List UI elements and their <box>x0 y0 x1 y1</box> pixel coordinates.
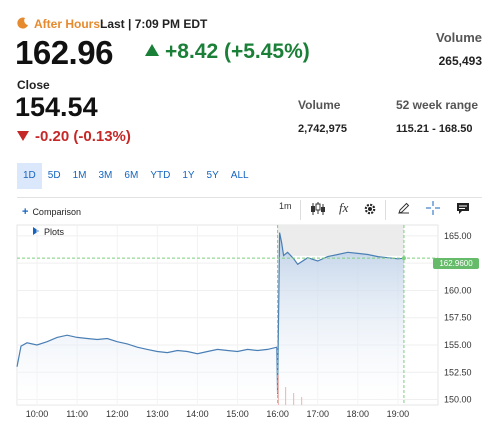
volume-value: 2,742,975 <box>298 123 347 135</box>
gear-icon[interactable] <box>364 203 376 215</box>
range-6m[interactable]: 6M <box>124 170 139 181</box>
price-line <box>16 232 404 395</box>
plots-label: Plots <box>44 227 65 237</box>
pencil-icon[interactable] <box>397 202 410 215</box>
y-tick-label: 150.00 <box>444 395 472 405</box>
candlestick-icon[interactable] <box>310 202 326 216</box>
after-hours-volume-value: 265,493 <box>438 54 482 68</box>
x-tick-label: 11:00 <box>66 409 88 419</box>
price-fill <box>17 232 404 405</box>
plots-toggle[interactable]: Plots <box>33 227 64 237</box>
crosshair-icon[interactable] <box>426 201 440 215</box>
comparison-label: Comparison <box>32 207 81 217</box>
after-hours-shading <box>277 225 404 256</box>
x-tick-label: 19:00 <box>387 409 410 419</box>
range-3m[interactable]: 3M <box>98 170 113 181</box>
close-label: Close <box>17 78 50 92</box>
range-1m[interactable]: 1M <box>72 170 87 181</box>
after-hours-volume-label: Volume <box>436 30 482 45</box>
after-hours-time: Last | 7:09 PM EDT <box>100 17 208 31</box>
toolbar-divider <box>17 197 482 198</box>
interval-selector[interactable]: 1m <box>279 201 292 211</box>
x-tick-label: 18:00 <box>347 409 370 419</box>
up-arrow-icon <box>145 44 159 56</box>
price-area <box>16 232 404 405</box>
range-ytd[interactable]: YTD <box>150 170 171 181</box>
moon-icon <box>17 17 28 29</box>
volume-label: Volume <box>298 98 341 112</box>
y-tick-label: 157.50 <box>444 313 472 323</box>
y-tick-label: 160.00 <box>444 285 472 295</box>
price-chart[interactable]: 165.00162.50160.00157.50155.00152.50150.… <box>0 220 500 437</box>
y-axis: 165.00162.50160.00157.50155.00152.50150.… <box>444 231 472 405</box>
comparison-button[interactable]: + Comparison <box>22 206 81 218</box>
after-hours-price: 162.96 <box>15 34 113 71</box>
y-tick-label: 152.50 <box>444 367 472 377</box>
session-guides <box>17 225 438 405</box>
close-change-value: -0.20 (-0.13%) <box>35 128 131 145</box>
down-arrow-icon <box>17 131 29 141</box>
x-tick-label: 16:00 <box>266 409 289 419</box>
after-hours-change-value: +8.42 (+5.45%) <box>165 40 310 63</box>
x-tick-label: 12:00 <box>106 409 129 419</box>
last-price-dot <box>401 256 406 261</box>
x-tick-label: 13:00 <box>146 409 169 419</box>
after-hours-band <box>277 225 404 256</box>
range-1d[interactable]: 1D <box>17 163 42 189</box>
plus-icon: + <box>22 206 29 218</box>
week-range-value: 115.21 - 168.50 <box>396 123 473 135</box>
toolbar-separator <box>300 200 301 220</box>
y-tick-label: 165.00 <box>444 231 472 241</box>
range-5d[interactable]: 5D <box>47 170 61 181</box>
last-price-tag: 162.9600 <box>433 258 479 269</box>
x-tick-label: 10:00 <box>26 409 49 419</box>
range-all[interactable]: ALL <box>230 170 249 181</box>
after-hours-change: +8.42 (+5.45%) <box>145 40 310 64</box>
close-change: -0.20 (-0.13%) <box>17 128 131 145</box>
range-5y[interactable]: 5Y <box>206 170 219 181</box>
x-tick-label: 15:00 <box>226 409 249 419</box>
x-tick-label: 17:00 <box>306 409 329 419</box>
close-price: 154.54 <box>15 92 98 122</box>
y-tick-label: 155.00 <box>444 340 472 350</box>
fx-icon[interactable]: fx <box>339 200 349 215</box>
after-hours-label: After Hours: <box>34 17 105 31</box>
x-tick-label: 14:00 <box>186 409 209 419</box>
x-axis: 10:00 11:00 12:00 13:00 14:00 15:00 16:00 17:00… <box>26 409 409 419</box>
week-range-label: 52 week range <box>396 98 479 112</box>
comment-icon[interactable] <box>456 202 470 215</box>
range-1y[interactable]: 1Y <box>182 170 195 181</box>
toolbar-separator <box>385 200 386 220</box>
triangle-right-icon <box>33 227 39 235</box>
range-selector: 1D 5D 1M 3M 6M YTD 1Y 5Y ALL <box>17 163 255 189</box>
